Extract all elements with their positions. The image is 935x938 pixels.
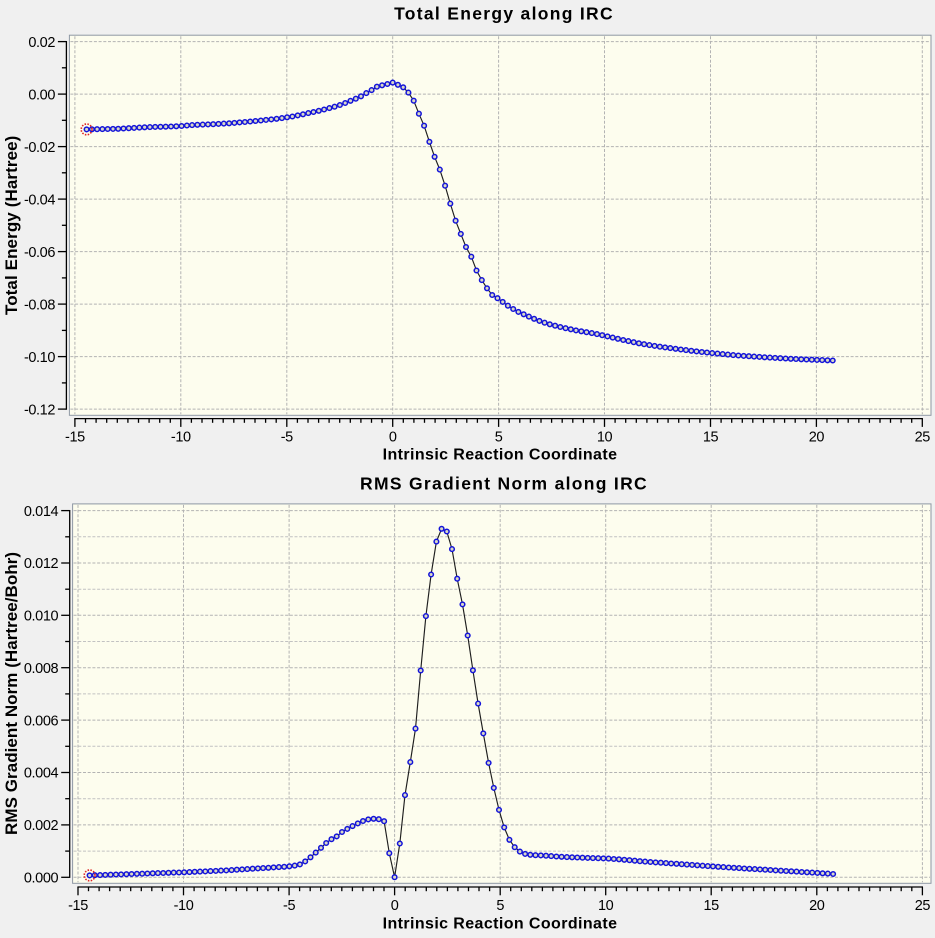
svg-text:15: 15 bbox=[703, 430, 719, 446]
svg-text:RMS Gradient Norm (Hartree/Boh: RMS Gradient Norm (Hartree/Bohr) bbox=[2, 552, 21, 835]
svg-text:0.008: 0.008 bbox=[24, 661, 59, 677]
svg-text:0: 0 bbox=[391, 898, 399, 914]
svg-text:0.010: 0.010 bbox=[24, 609, 59, 625]
svg-text:-0.12: -0.12 bbox=[24, 402, 55, 418]
svg-text:RMS Gradient Norm along IRC: RMS Gradient Norm along IRC bbox=[360, 474, 648, 494]
svg-text:25: 25 bbox=[915, 898, 931, 914]
svg-text:0: 0 bbox=[389, 430, 397, 446]
svg-text:0.012: 0.012 bbox=[24, 556, 59, 572]
svg-text:-0.06: -0.06 bbox=[24, 245, 55, 261]
svg-text:15: 15 bbox=[704, 898, 720, 914]
svg-text:-10: -10 bbox=[174, 898, 194, 914]
svg-text:0.014: 0.014 bbox=[24, 504, 59, 520]
svg-text:0.00: 0.00 bbox=[28, 87, 55, 103]
svg-text:-0.02: -0.02 bbox=[24, 140, 55, 156]
svg-text:25: 25 bbox=[915, 430, 931, 446]
svg-text:0.000: 0.000 bbox=[24, 871, 59, 887]
svg-text:10: 10 bbox=[597, 430, 613, 446]
svg-text:5: 5 bbox=[496, 898, 504, 914]
svg-text:0.004: 0.004 bbox=[24, 766, 59, 782]
svg-text:-5: -5 bbox=[283, 898, 295, 914]
svg-text:-0.04: -0.04 bbox=[24, 192, 55, 208]
svg-text:Intrinsic Reaction Coordinate: Intrinsic Reaction Coordinate bbox=[383, 915, 618, 932]
svg-text:10: 10 bbox=[598, 898, 614, 914]
svg-text:0.02: 0.02 bbox=[28, 35, 55, 51]
svg-text:-15: -15 bbox=[68, 898, 88, 914]
svg-text:-5: -5 bbox=[281, 430, 293, 446]
svg-text:20: 20 bbox=[809, 898, 825, 914]
svg-text:5: 5 bbox=[495, 430, 503, 446]
svg-text:0.006: 0.006 bbox=[24, 713, 59, 729]
svg-text:Total Energy along IRC: Total Energy along IRC bbox=[394, 3, 614, 23]
svg-text:-0.08: -0.08 bbox=[24, 297, 55, 313]
svg-text:0.002: 0.002 bbox=[24, 818, 59, 834]
svg-text:-15: -15 bbox=[65, 430, 85, 446]
svg-text:20: 20 bbox=[809, 430, 825, 446]
svg-text:Total Energy (Hartree): Total Energy (Hartree) bbox=[2, 136, 21, 315]
svg-text:-0.10: -0.10 bbox=[24, 350, 55, 366]
svg-text:-10: -10 bbox=[171, 430, 191, 446]
svg-text:Intrinsic Reaction Coordinate: Intrinsic Reaction Coordinate bbox=[383, 447, 618, 464]
